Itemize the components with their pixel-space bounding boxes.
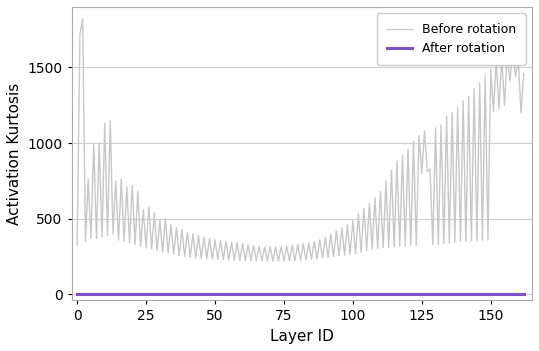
Before rotation (281, 259, 287, 263)
After rotation (521, 292, 527, 296)
Y-axis label: Activation Kurtosis: Activation Kurtosis (7, 82, 22, 225)
Legend: Before rotation, After rotation: Before rotation, After rotation (377, 13, 526, 65)
Before rotation (493, 59, 500, 64)
After rotation (487, 292, 494, 296)
After rotation (198, 292, 204, 296)
After rotation (457, 292, 464, 296)
Line: Before rotation: Before rotation (77, 19, 524, 261)
Before rotation (405, 147, 411, 151)
Before rotation (521, 71, 527, 75)
After rotation (515, 292, 522, 296)
Before rotation (74, 243, 80, 247)
Before rotation (201, 235, 207, 239)
X-axis label: Layer ID: Layer ID (270, 329, 334, 344)
After rotation (399, 292, 406, 296)
After rotation (424, 292, 431, 296)
Before rotation (264, 259, 271, 263)
Before rotation (462, 239, 469, 244)
Before rotation (79, 17, 86, 21)
Before rotation (430, 243, 436, 247)
After rotation (74, 292, 80, 296)
